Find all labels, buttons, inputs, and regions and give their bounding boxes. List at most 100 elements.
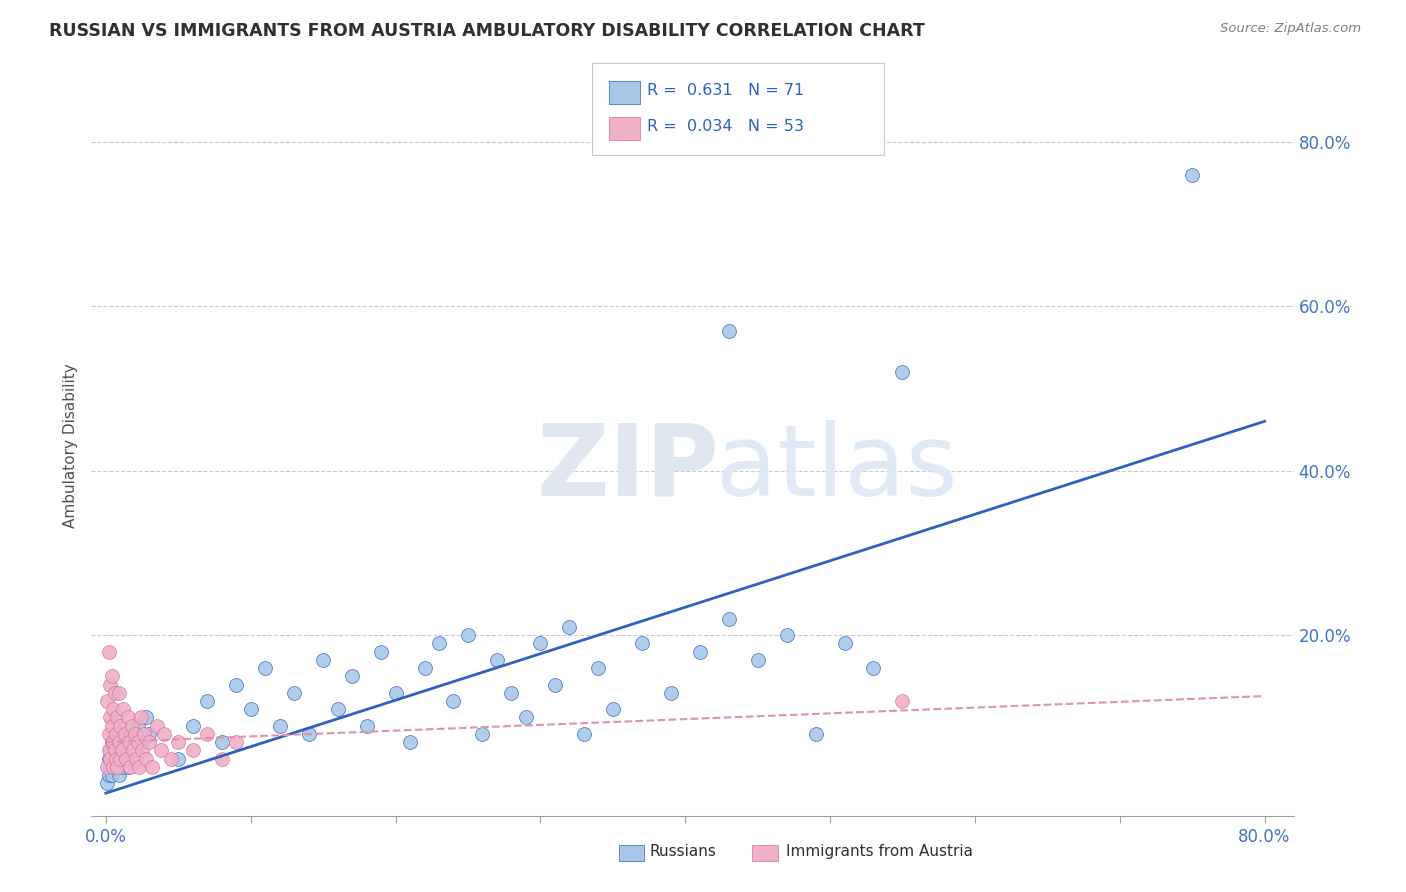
- Point: [340, 669, 363, 683]
- Text: R =  0.034   N = 53: R = 0.034 N = 53: [647, 120, 804, 134]
- Point: [602, 702, 624, 716]
- Point: [717, 324, 740, 338]
- Point: [122, 743, 145, 757]
- Point: [101, 702, 124, 716]
- Point: [135, 751, 157, 765]
- Point: [195, 727, 218, 741]
- Point: [103, 686, 125, 700]
- Point: [138, 727, 160, 741]
- Point: [115, 751, 138, 765]
- Point: [121, 719, 143, 733]
- Point: [120, 760, 142, 774]
- Point: [145, 719, 167, 733]
- Point: [111, 743, 134, 757]
- Point: [114, 727, 136, 741]
- Point: [775, 628, 797, 642]
- Point: [834, 636, 856, 650]
- Point: [129, 710, 152, 724]
- Point: [100, 735, 122, 749]
- Point: [153, 727, 176, 741]
- Point: [891, 694, 914, 708]
- Point: [747, 653, 769, 667]
- Point: [103, 743, 125, 757]
- Point: [326, 702, 349, 716]
- Point: [717, 612, 740, 626]
- Point: [121, 727, 143, 741]
- Point: [107, 710, 129, 724]
- Point: [105, 751, 128, 765]
- Point: [195, 694, 218, 708]
- Point: [804, 727, 827, 741]
- Point: [105, 727, 128, 741]
- Point: [110, 751, 132, 765]
- Point: [891, 365, 914, 379]
- Point: [98, 751, 121, 765]
- Point: [167, 735, 190, 749]
- Point: [96, 694, 118, 708]
- Point: [97, 751, 120, 765]
- Point: [457, 628, 479, 642]
- Point: [115, 751, 138, 765]
- Point: [225, 735, 247, 749]
- Point: [117, 743, 139, 757]
- Point: [413, 661, 436, 675]
- Text: ZIP: ZIP: [536, 420, 718, 516]
- Point: [98, 677, 121, 691]
- Point: [103, 743, 125, 757]
- Point: [160, 751, 183, 765]
- Point: [103, 727, 125, 741]
- Point: [105, 751, 128, 765]
- Point: [370, 645, 392, 659]
- Point: [101, 760, 124, 774]
- Point: [105, 735, 128, 749]
- Point: [108, 686, 131, 700]
- Point: [100, 735, 122, 749]
- Point: [112, 702, 135, 716]
- Point: [97, 727, 120, 741]
- Point: [131, 735, 153, 749]
- Point: [97, 768, 120, 782]
- Point: [107, 743, 129, 757]
- Point: [97, 743, 120, 757]
- Point: [111, 743, 134, 757]
- Point: [141, 760, 163, 774]
- Point: [254, 661, 277, 675]
- Y-axis label: Ambulatory Disability: Ambulatory Disability: [63, 364, 79, 528]
- Point: [98, 710, 121, 724]
- Point: [101, 735, 124, 749]
- Point: [485, 653, 508, 667]
- Point: [107, 760, 129, 774]
- Point: [98, 743, 121, 757]
- Point: [110, 719, 132, 733]
- Point: [100, 719, 122, 733]
- Point: [630, 636, 652, 650]
- Point: [283, 686, 305, 700]
- Point: [112, 760, 135, 774]
- Point: [443, 694, 465, 708]
- Text: Source: ZipAtlas.com: Source: ZipAtlas.com: [1220, 22, 1361, 36]
- Point: [269, 719, 291, 733]
- Point: [149, 743, 172, 757]
- Point: [101, 751, 124, 765]
- Point: [135, 710, 157, 724]
- Point: [124, 727, 146, 741]
- Point: [132, 727, 155, 741]
- Point: [114, 735, 136, 749]
- Point: [1181, 168, 1204, 182]
- Point: [96, 760, 118, 774]
- Point: [399, 735, 422, 749]
- Point: [239, 702, 262, 716]
- Point: [572, 727, 595, 741]
- Point: [110, 727, 132, 741]
- Point: [100, 669, 122, 683]
- Point: [544, 677, 567, 691]
- Text: atlas: atlas: [717, 420, 957, 516]
- Point: [107, 760, 129, 774]
- Text: R =  0.631   N = 71: R = 0.631 N = 71: [647, 84, 804, 98]
- Point: [138, 735, 160, 749]
- Point: [108, 768, 131, 782]
- Text: RUSSIAN VS IMMIGRANTS FROM AUSTRIA AMBULATORY DISABILITY CORRELATION CHART: RUSSIAN VS IMMIGRANTS FROM AUSTRIA AMBUL…: [49, 22, 925, 40]
- Point: [167, 751, 190, 765]
- Point: [298, 727, 321, 741]
- Point: [125, 751, 148, 765]
